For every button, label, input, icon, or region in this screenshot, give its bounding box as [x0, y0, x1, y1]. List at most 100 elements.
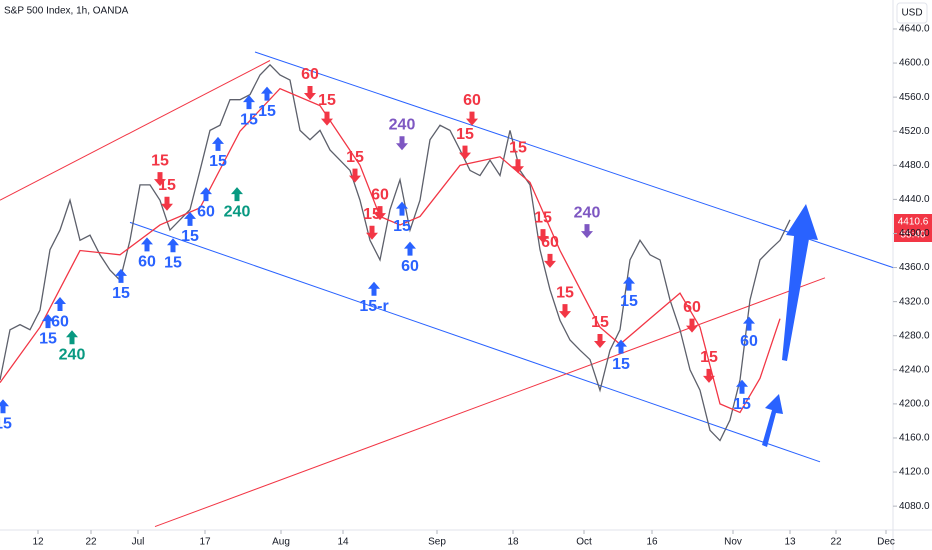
signal-arrow [537, 229, 549, 244]
y-tick-label: 4440.0 [899, 194, 930, 205]
signal-arrow [261, 86, 273, 101]
plot-area: 151560240156015156015240151515-r15601515… [0, 51, 894, 528]
signal-arrow [374, 206, 386, 221]
price-line [0, 63, 791, 442]
signal-arrow [115, 268, 127, 283]
y-tick-label: 4560.0 [899, 92, 930, 103]
x-tick-label: Jul [132, 537, 145, 548]
trend-line [0, 60, 271, 201]
price-line [0, 87, 781, 414]
signal-label: 60 [371, 186, 389, 203]
x-tick-label: Dec [877, 537, 895, 548]
y-tick-label: 4240.0 [899, 364, 930, 375]
trend-line [154, 277, 826, 528]
currency: USD [901, 8, 922, 19]
y-tick-label: 4280.0 [899, 330, 930, 341]
signal-arrow [161, 196, 173, 211]
signal-arrow [544, 253, 556, 268]
signal-arrow [141, 237, 153, 252]
signal-arrow [349, 168, 361, 183]
signal-arrow [42, 314, 54, 329]
signal-label: 60 [138, 254, 156, 271]
signal-label: 15 [0, 416, 12, 433]
last-price: 4410.6 [898, 217, 929, 228]
signal-label: 15 [318, 92, 336, 109]
signal-label: 15 [700, 349, 718, 366]
currency-box[interactable] [896, 2, 928, 24]
y-tick-label: 4080.0 [899, 501, 930, 512]
signal-arrow [581, 224, 593, 239]
y-tick-label: 4200.0 [899, 399, 930, 410]
signal-arrow [559, 304, 571, 319]
signal-label: 15 [393, 218, 411, 235]
signal-label: 15 [158, 177, 176, 194]
signal-arrow [167, 238, 179, 253]
x-tick-label: Oct [576, 537, 592, 548]
signal-arrow [404, 241, 416, 256]
signal-label: 15 [112, 285, 130, 302]
signal-label: 240 [574, 204, 601, 221]
x-tick-label: 22 [830, 537, 842, 548]
signal-label: 15 [363, 206, 381, 223]
signal-label: 60 [740, 333, 758, 350]
signal-arrow [743, 316, 755, 331]
signal-arrow [321, 111, 333, 126]
y-tick-label: 4160.0 [899, 433, 930, 444]
signal-arrow [686, 318, 698, 333]
signal-label: 15 [181, 228, 199, 245]
signal-arrow [231, 187, 243, 202]
y-tick-label: 4400.0 [899, 228, 930, 239]
trend-line [254, 51, 894, 269]
signal-label: 15-r [359, 298, 388, 315]
y-tick-label: 4120.0 [899, 467, 930, 478]
signal-arrow [594, 333, 606, 348]
signal-label: 15 [612, 356, 630, 373]
signal-arrow [0, 399, 9, 414]
signal-label: 240 [389, 117, 416, 134]
y-tick-label: 4320.0 [899, 296, 930, 307]
signal-arrow [736, 379, 748, 394]
x-tick-label: 18 [507, 537, 519, 548]
signal-label: 60 [541, 234, 559, 251]
signal-label: 15 [258, 103, 276, 120]
signal-arrow [184, 211, 196, 226]
x-tick-label: 14 [337, 537, 349, 548]
signal-arrow [54, 297, 66, 312]
signal-arrow [212, 136, 224, 151]
signal-arrow [396, 201, 408, 216]
x-tick-label: Aug [272, 537, 290, 548]
x-tick-label: Sep [428, 537, 446, 548]
y-tick-label: 4600.0 [899, 58, 930, 69]
y-tick-label: 4360.0 [899, 262, 930, 273]
price-tag [894, 214, 932, 242]
x-tick-label: 16 [646, 537, 658, 548]
signal-label: 240 [59, 346, 86, 363]
signal-arrow [615, 339, 627, 354]
big-arrow [782, 204, 818, 361]
signal-label: 60 [401, 258, 419, 275]
signal-arrow [459, 145, 471, 160]
signal-label: 60 [463, 92, 481, 109]
signal-arrow [154, 172, 166, 187]
signal-label: 15 [151, 152, 169, 169]
big-arrow [762, 394, 783, 447]
signal-label: 15 [509, 140, 527, 157]
signal-label: 15 [556, 284, 574, 301]
trend-line [129, 221, 821, 463]
signal-label: 60 [683, 299, 701, 316]
signal-label: 60 [197, 203, 215, 220]
chart-title: S&P 500 Index, 1h, OANDA [4, 6, 129, 17]
x-tick-label: 12 [32, 537, 44, 548]
signal-arrow [304, 86, 316, 101]
y-tick-label: 4520.0 [899, 126, 930, 137]
signal-label: 15 [620, 293, 638, 310]
signal-label: 240 [224, 203, 251, 220]
signal-arrow [466, 111, 478, 126]
signal-arrow [366, 225, 378, 240]
signal-arrow [368, 281, 380, 296]
signal-arrow [243, 95, 255, 110]
x-tick-label: 13 [784, 537, 796, 548]
signal-label: 15 [733, 396, 751, 413]
